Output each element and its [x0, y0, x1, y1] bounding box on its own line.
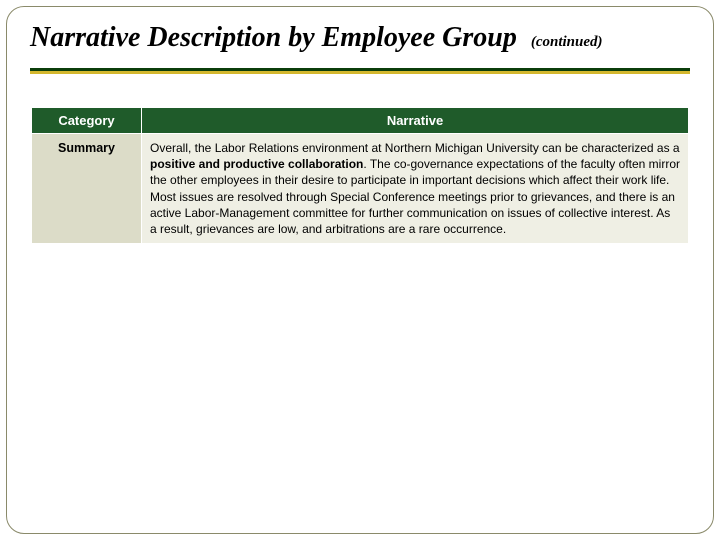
divider-gold [30, 71, 690, 74]
narrative-text-bold: positive and productive collaboration [150, 157, 363, 171]
narrative-table: Category Narrative Summary Overall, the … [31, 107, 689, 244]
page-title: Narrative Description by Employee Group [30, 22, 517, 54]
table-header-row: Category Narrative [32, 108, 689, 134]
title-row: Narrative Description by Employee Group … [30, 22, 690, 54]
narrative-text-pre: Overall, the Labor Relations environment… [150, 141, 680, 155]
cell-narrative: Overall, the Labor Relations environment… [142, 134, 689, 244]
col-header-category: Category [32, 108, 142, 134]
slide-content: Narrative Description by Employee Group … [0, 0, 720, 540]
col-header-narrative: Narrative [142, 108, 689, 134]
continued-label: (continued) [531, 34, 603, 51]
cell-category: Summary [32, 134, 142, 244]
narrative-table-wrap: Category Narrative Summary Overall, the … [30, 106, 690, 245]
table-row: Summary Overall, the Labor Relations env… [32, 134, 689, 244]
